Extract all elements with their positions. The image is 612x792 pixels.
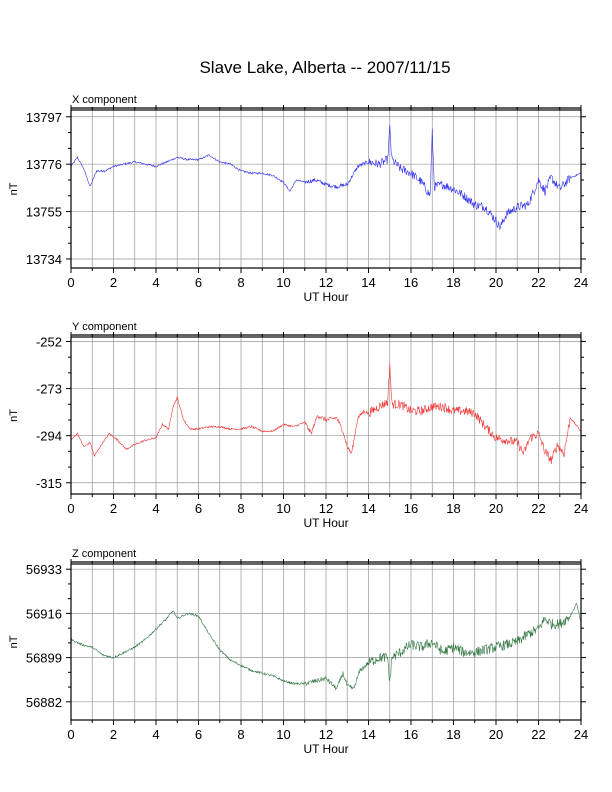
x-ytick-label: 13776 <box>26 157 62 172</box>
z-ytick-label: 56899 <box>26 651 62 666</box>
x-xtick-label: 6 <box>195 275 202 290</box>
y-x-axis-label: UT Hour <box>303 516 348 530</box>
z-ytick-label: 56933 <box>26 562 62 577</box>
x-xtick-label: 16 <box>404 275 418 290</box>
x-xtick-label: 22 <box>531 275 545 290</box>
z-x-axis-label: UT Hour <box>303 742 348 756</box>
y-xtick-label: 22 <box>531 501 545 516</box>
z-xtick-label: 20 <box>489 727 503 742</box>
y-xtick-label: 4 <box>152 501 159 516</box>
y-series-line <box>70 363 582 465</box>
x-x-axis-label: UT Hour <box>303 290 348 304</box>
y-ytick-label: -252 <box>36 334 62 349</box>
z-xtick-label: 12 <box>319 727 333 742</box>
y-plot-frame <box>70 336 582 495</box>
y-ytick-label: -273 <box>36 382 62 397</box>
y-xtick-label: 24 <box>574 501 588 516</box>
z-y-axis-label: nT <box>8 635 20 648</box>
z-xtick-label: 18 <box>446 727 460 742</box>
z-series-line <box>70 602 582 691</box>
y-xtick-label: 18 <box>446 501 460 516</box>
z-xtick-label: 22 <box>531 727 545 742</box>
y-xtick-label: 10 <box>276 501 290 516</box>
x-xtick-label: 0 <box>67 275 74 290</box>
z-xtick-label: 0 <box>67 727 74 742</box>
z-panel-title: Z component <box>72 548 136 560</box>
z-xtick-label: 14 <box>361 727 375 742</box>
y-panel-title: Y component <box>72 321 137 333</box>
x-y-axis-label: nT <box>8 182 20 195</box>
z-xtick-label: 10 <box>276 727 290 742</box>
y-y-axis-label: nT <box>8 409 20 422</box>
y-xtick-label: 2 <box>110 501 117 516</box>
x-ytick-label: 13797 <box>26 110 62 125</box>
y-ytick-label: -294 <box>36 429 62 444</box>
y-xtick-label: 0 <box>67 501 74 516</box>
z-xtick-label: 24 <box>574 727 588 742</box>
y-xtick-label: 14 <box>361 501 375 516</box>
z-xtick-label: 16 <box>404 727 418 742</box>
z-xtick-label: 2 <box>110 727 117 742</box>
z-xtick-label: 8 <box>237 727 244 742</box>
x-xtick-label: 10 <box>276 275 290 290</box>
x-ytick-label: 13734 <box>26 252 62 267</box>
x-xtick-label: 2 <box>110 275 117 290</box>
y-xtick-label: 6 <box>195 501 202 516</box>
z-ytick-label: 56916 <box>26 606 62 621</box>
y-ytick-label: -315 <box>36 476 62 491</box>
x-xtick-label: 24 <box>574 275 588 290</box>
z-xtick-label: 4 <box>152 727 159 742</box>
x-xtick-label: 12 <box>319 275 333 290</box>
x-panel-title: X component <box>72 94 137 106</box>
page-title: Slave Lake, Alberta -- 2007/11/15 <box>199 58 451 77</box>
y-xtick-label: 20 <box>489 501 503 516</box>
y-xtick-label: 12 <box>319 501 333 516</box>
z-plot-frame <box>70 563 582 721</box>
x-xtick-label: 4 <box>152 275 159 290</box>
x-xtick-label: 18 <box>446 275 460 290</box>
x-xtick-label: 14 <box>361 275 375 290</box>
x-xtick-label: 20 <box>489 275 503 290</box>
z-ytick-label: 56882 <box>26 695 62 710</box>
y-xtick-label: 8 <box>237 501 244 516</box>
x-series-line <box>70 124 582 231</box>
x-xtick-label: 8 <box>237 275 244 290</box>
x-ytick-label: 13755 <box>26 205 62 220</box>
x-plot-frame <box>70 109 582 269</box>
z-xtick-label: 6 <box>195 727 202 742</box>
y-xtick-label: 16 <box>404 501 418 516</box>
